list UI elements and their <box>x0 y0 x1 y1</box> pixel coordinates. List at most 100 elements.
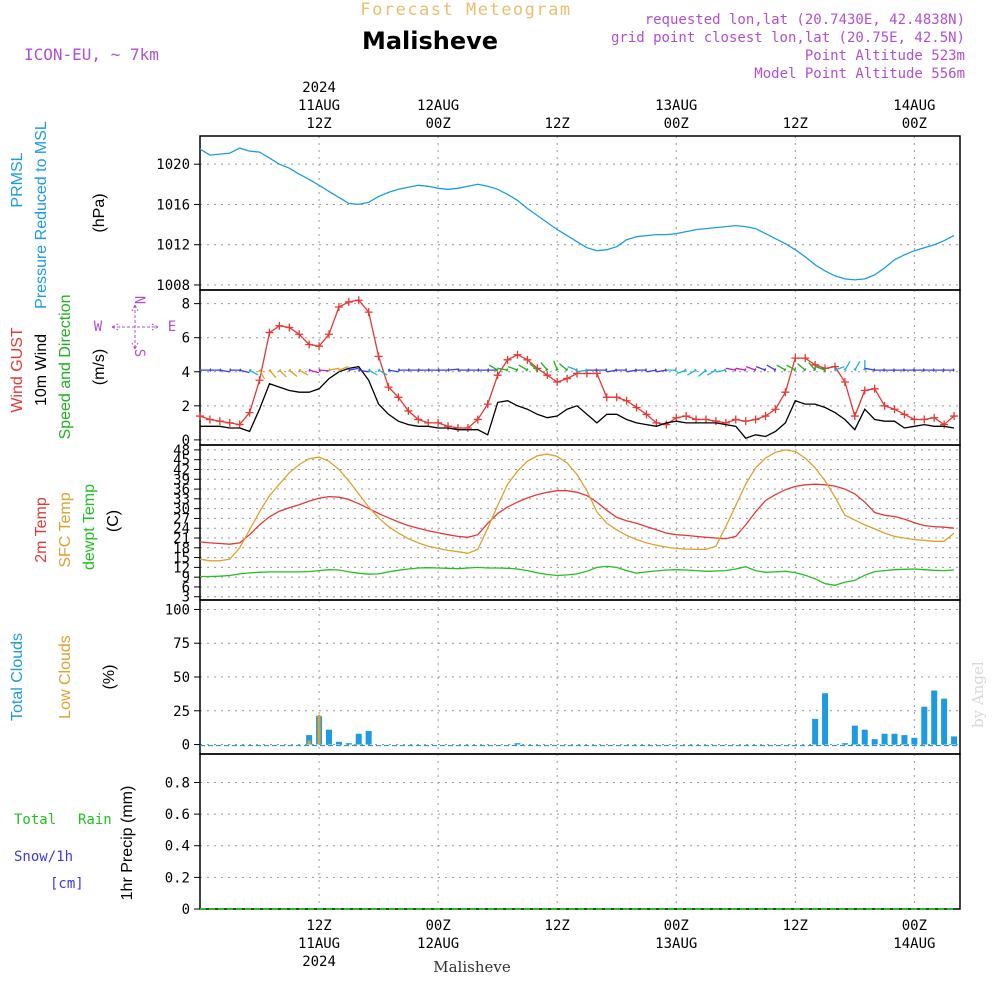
wind-direction-arrow <box>894 368 905 372</box>
credit-watermark: by Angel <box>969 661 987 728</box>
wind-direction-arrow <box>199 368 210 372</box>
wind-panel: 0 2 4 6 8 <box>182 289 961 449</box>
top-time-axis: 2024 11AUG 12Z 12AUG 00Z 12Z 13AUG 00Z 12Z 14AUG 0… <box>298 80 935 132</box>
wind-direction-arrow <box>646 368 658 373</box>
wind-direction-arrow <box>914 368 925 372</box>
series-line <box>199 299 955 429</box>
temp2m-label: 2m Temp <box>33 497 50 563</box>
gust-marker <box>374 352 383 361</box>
wind-direction-arrow <box>626 368 638 373</box>
wind-direction-arrow <box>417 368 429 372</box>
wind-direction-arrow <box>924 368 935 372</box>
pressure-label: PRMSL <box>9 152 26 207</box>
wind-direction-arrow <box>268 369 277 379</box>
bottom-time-axis: 12Z 11AUG 2024 00Z 12AUG 12Z 00Z 13AUG 12Z 00Z 14A… <box>298 918 935 970</box>
wind-direction-arrow <box>745 365 757 372</box>
series-line <box>200 565 955 586</box>
gust-marker <box>870 384 879 393</box>
wind-label: 10m Wind <box>33 334 50 406</box>
top-time-label: 12Z <box>783 116 808 132</box>
ytick-label: 4 <box>182 365 190 381</box>
ytick-label: 25 <box>173 704 190 720</box>
bottom-time-label: 2024 <box>302 954 336 970</box>
cloud-bar <box>851 725 858 745</box>
gust-marker <box>295 330 304 339</box>
gust-marker <box>265 328 274 337</box>
cloud-bar <box>317 714 321 745</box>
wind-direction-arrow <box>447 368 459 372</box>
cloud-bar <box>306 735 313 745</box>
wind-direction-arrow <box>497 367 509 372</box>
wind-direction-arrow <box>606 368 618 373</box>
gust-marker <box>860 386 869 395</box>
wind-direction-arrow <box>687 368 697 376</box>
model-altitude: Model Point Altitude 556m <box>754 66 965 82</box>
series-line <box>199 449 955 562</box>
wind-direction-arrow <box>884 368 896 372</box>
gust-marker <box>434 418 443 427</box>
gust-marker <box>702 415 711 424</box>
ytick-label: 27 <box>173 511 190 527</box>
wind-direction-arrow <box>308 368 319 374</box>
wind-direction-arrow <box>815 365 826 372</box>
precip-snow-unit: [cm] <box>50 876 84 892</box>
wind-direction-arrow <box>797 363 807 372</box>
gust-marker <box>394 393 403 402</box>
bottom-time-label: 12Z <box>783 918 808 934</box>
wind-direction-arrow <box>348 367 359 372</box>
gust-marker <box>721 418 730 427</box>
ytick-label: 9 <box>182 570 190 586</box>
gust-marker <box>612 393 621 402</box>
gust-marker <box>850 412 859 421</box>
series-line <box>199 147 955 281</box>
cloud-bar <box>355 733 362 745</box>
gust-marker <box>672 413 681 422</box>
gust-marker <box>801 354 810 363</box>
wind-direction-arrow <box>258 369 266 380</box>
wind-direction-arrow <box>755 365 767 372</box>
wind-direction-arrow <box>697 368 707 377</box>
gust-marker <box>692 415 701 424</box>
top-time-label: 12Z <box>545 116 570 132</box>
wind-direction-arrow <box>904 368 915 372</box>
gust-marker <box>503 355 512 364</box>
gust-marker <box>315 342 324 351</box>
gust-marker <box>483 400 492 409</box>
gust-marker <box>275 321 284 330</box>
wind-direction-arrow <box>477 368 488 372</box>
gust-marker <box>711 417 720 426</box>
wind-direction-arrow <box>676 368 687 375</box>
gust-marker <box>811 360 820 369</box>
footer-location: Malisheve <box>433 958 511 976</box>
cloud-bar <box>881 733 888 745</box>
bottom-time-label: 00Z <box>902 918 927 934</box>
compass-s-label: S <box>131 349 147 357</box>
cloud-bar <box>951 736 958 745</box>
gust-marker <box>632 403 641 412</box>
ytick-label: 18 <box>173 541 190 557</box>
wind-direction-arrow <box>853 361 861 371</box>
direction-label: Speed and Direction <box>57 295 74 440</box>
ytick-label: 33 <box>173 492 190 508</box>
axis-titles: PRMSL Pressure Reduced to MSL (hPa) Wind GU… <box>9 121 176 900</box>
cloud-bar <box>514 743 521 745</box>
gust-marker <box>205 415 214 424</box>
gust-marker <box>751 415 760 424</box>
precip-rain-label: Rain <box>78 812 112 828</box>
gust-marker <box>890 405 899 414</box>
ytick-label: 0.2 <box>165 870 190 886</box>
ytick-label: 100 <box>165 602 190 618</box>
bottom-time-label: 12AUG <box>417 936 459 952</box>
wind-direction-arrow <box>934 368 945 372</box>
gust-marker <box>225 418 234 427</box>
panel-frame <box>199 135 961 291</box>
top-time-label: 14AUG <box>893 98 935 114</box>
top-time-label: 00Z <box>902 116 927 132</box>
pressure-units: (hPa) <box>91 193 108 232</box>
wind-direction-arrow <box>616 368 628 372</box>
gust-marker <box>900 410 909 419</box>
wind-direction-arrow <box>567 365 578 372</box>
wind-direction-arrow <box>387 368 399 373</box>
compass-n-label: N <box>131 296 147 304</box>
